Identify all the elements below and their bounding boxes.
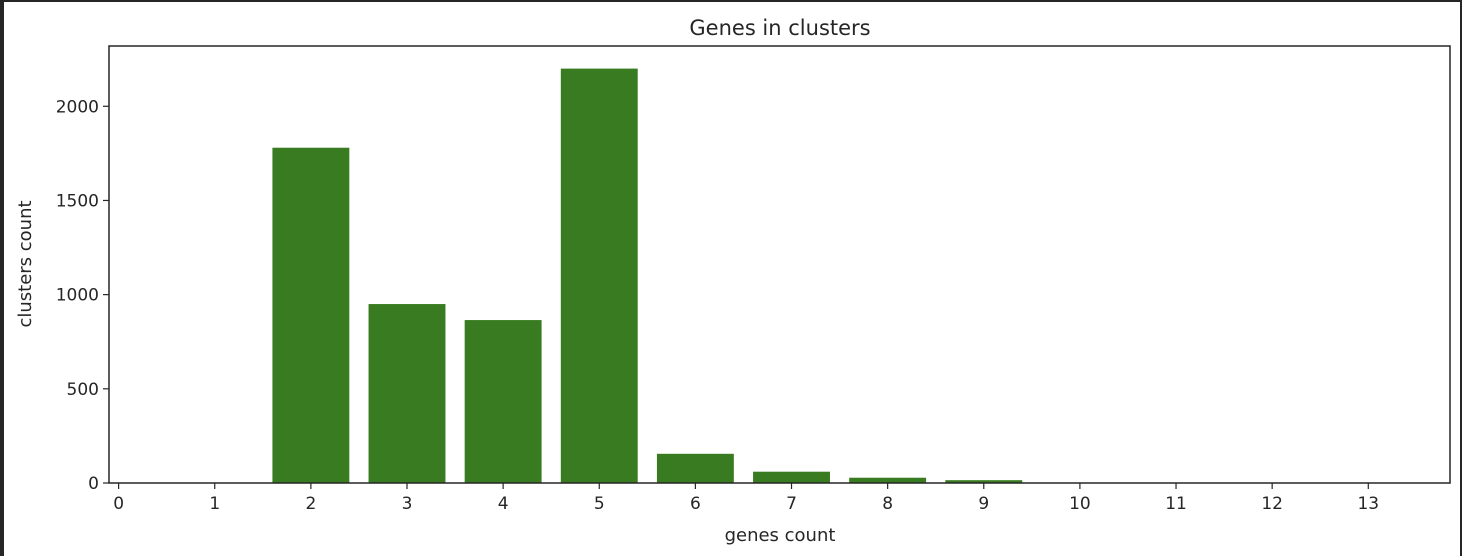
y-tick-label: 0 — [88, 474, 99, 494]
plot-area-frame — [108, 45, 1451, 484]
y-tick-label: 1500 — [56, 191, 99, 211]
y-tick-label: 1000 — [56, 286, 99, 306]
bar-4 — [464, 320, 542, 483]
x-tick-label: 8 — [882, 494, 893, 514]
chart-title: Genes in clusters — [689, 16, 870, 40]
bar-5 — [560, 68, 638, 483]
x-tick-label: 12 — [1261, 494, 1283, 514]
y-tick-label: 500 — [67, 380, 99, 400]
x-tick-label: 10 — [1069, 494, 1091, 514]
x-tick-label: 1 — [209, 494, 220, 514]
x-tick-label: 13 — [1357, 494, 1379, 514]
bar-7 — [753, 471, 830, 483]
x-tick-label: 6 — [690, 494, 701, 514]
bars-group — [272, 68, 1311, 483]
x-tick-label: 9 — [978, 494, 989, 514]
y-axis-label: clusters count — [15, 200, 36, 327]
bar-6 — [656, 453, 734, 483]
x-axis-ticks: 0 1 2 3 4 5 6 7 8 9 10 11 12 13 — [113, 483, 1379, 514]
bar-8 — [849, 477, 927, 483]
bar-chart: Genes in clusters 0 1 2 3 4 5 6 7 8 9 10 11 12 13 050… — [15, 16, 1451, 546]
x-axis-label: genes count — [725, 525, 836, 546]
x-tick-label: 0 — [113, 494, 124, 514]
bar-3 — [368, 304, 446, 483]
bar-2 — [272, 147, 350, 483]
x-tick-label: 2 — [305, 494, 316, 514]
y-tick-label: 2000 — [56, 97, 99, 117]
bar-9 — [945, 480, 1023, 483]
x-tick-label: 3 — [402, 494, 413, 514]
x-tick-label: 5 — [594, 494, 605, 514]
x-tick-label: 4 — [498, 494, 509, 514]
x-tick-label: 7 — [786, 494, 797, 514]
y-axis-ticks: 0 500 1000 1500 2000 — [56, 97, 109, 494]
x-tick-label: 11 — [1165, 494, 1187, 514]
